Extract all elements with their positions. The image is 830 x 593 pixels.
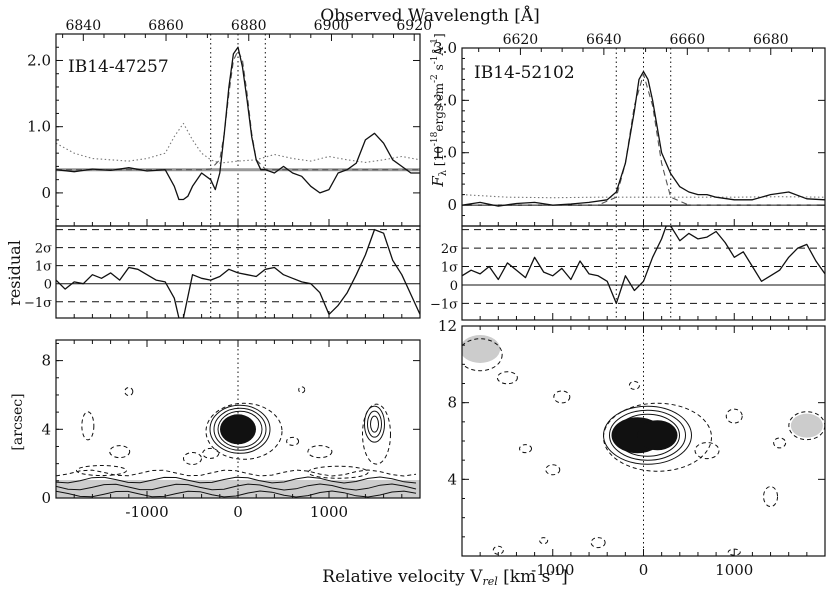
residual-tick-label: −1σ [430, 297, 458, 312]
right-residual-line [462, 226, 825, 305]
contour [307, 445, 333, 459]
contour [307, 465, 369, 479]
y-tick-label: 0 [41, 184, 51, 202]
contour [539, 537, 549, 545]
x-tick-label: 1000 [310, 503, 348, 521]
contour [628, 380, 640, 390]
contour [545, 464, 561, 476]
bottom-axis-title: Relative velocity Vrel [km s-1] [322, 565, 567, 588]
x-tick-label: -1000 [531, 561, 574, 579]
contour [213, 407, 267, 451]
top-axis-title: Observed Wavelength [Å] [320, 5, 540, 26]
wavelength-tick-label: 6920 [396, 18, 432, 34]
y-tick-label: 8 [447, 394, 457, 412]
y-tick-label: 3.0 [433, 39, 457, 57]
y-tick-label: 2.0 [433, 91, 457, 109]
contour [615, 413, 680, 457]
right-noise-line [462, 194, 825, 199]
wavelength-tick-label: 6860 [148, 18, 184, 34]
left-observed-line [56, 46, 420, 201]
x-tick-label: -1000 [125, 503, 168, 521]
residual-tick-label: 0 [44, 278, 52, 293]
continuum-contour [56, 469, 417, 477]
wavelength-tick-label: 6880 [231, 18, 267, 34]
contour [286, 436, 300, 446]
wavelength-tick-label: 6680 [753, 32, 789, 48]
contour [298, 386, 306, 394]
contour [725, 408, 743, 424]
emission-blob [220, 414, 256, 445]
wavelength-tick-label: 6640 [586, 32, 622, 48]
noise-patch [462, 335, 501, 363]
y-tick-label: 8 [41, 352, 51, 370]
x-tick-label: 0 [639, 561, 649, 579]
residual-tick-label: 1σ [35, 260, 52, 275]
flux-ylabel: Fλ [10-18ergs cm-2 s-1Å-1] [429, 33, 449, 187]
y-tick-label: 4 [447, 470, 457, 488]
contour [76, 465, 127, 477]
right-observed-line [462, 70, 825, 207]
right-object-name: IB14-52102 [474, 63, 575, 83]
contour [519, 444, 533, 454]
contour [217, 410, 263, 448]
contour [202, 447, 220, 459]
x-tick-label: 1000 [715, 561, 753, 579]
contour [773, 437, 787, 449]
y-tick-label: 1.0 [433, 144, 457, 162]
residual-ylabel: residual [5, 240, 24, 306]
x-tick-label: 0 [233, 503, 243, 521]
residual-tick-label: −1σ [24, 296, 52, 311]
contour [763, 486, 779, 508]
contour [553, 390, 571, 404]
continuum-contour [56, 490, 417, 498]
contour [362, 403, 391, 465]
wavelength-tick-label: 6660 [669, 32, 705, 48]
y-tick-label: 12 [438, 317, 457, 335]
contour [205, 402, 283, 460]
wavelength-tick-label: 6900 [314, 18, 350, 34]
contour [183, 452, 202, 465]
continuum-contour [56, 483, 417, 491]
y-tick-label: 1.0 [27, 118, 51, 136]
contour [590, 537, 606, 549]
contour [364, 405, 385, 443]
contour [492, 545, 504, 555]
right-gaussian-fit-line [462, 73, 825, 206]
y-tick-label: 2.0 [27, 51, 51, 69]
residual-tick-label: 1σ [441, 261, 458, 276]
residual-tick-label: 2σ [441, 242, 458, 257]
noise-patch [790, 413, 823, 438]
left-residual-line [56, 228, 420, 318]
spatial-ylabel: [arcsec] [10, 393, 26, 450]
residual-tick-label: 0 [450, 279, 458, 294]
contour [694, 442, 720, 460]
contour [367, 410, 382, 438]
residual-tick-label: 2σ [35, 242, 52, 257]
contour [81, 411, 95, 441]
wavelength-tick-label: 6840 [65, 18, 101, 34]
left-noise-line [56, 122, 420, 164]
contour [462, 338, 503, 372]
contour [370, 415, 379, 433]
y-tick-label: 0 [41, 489, 51, 507]
contour [209, 404, 271, 454]
wavelength-tick-label: 6620 [503, 32, 539, 48]
y-tick-label: 4 [41, 420, 51, 438]
contour [603, 402, 712, 472]
contour [496, 371, 518, 385]
contour [124, 387, 134, 397]
continuum-contour [56, 476, 417, 484]
contour [609, 409, 686, 461]
emission-blob [637, 420, 678, 451]
y-tick-label: 0 [447, 196, 457, 214]
contour [109, 445, 131, 459]
left-object-name: IB14-47257 [68, 57, 169, 77]
